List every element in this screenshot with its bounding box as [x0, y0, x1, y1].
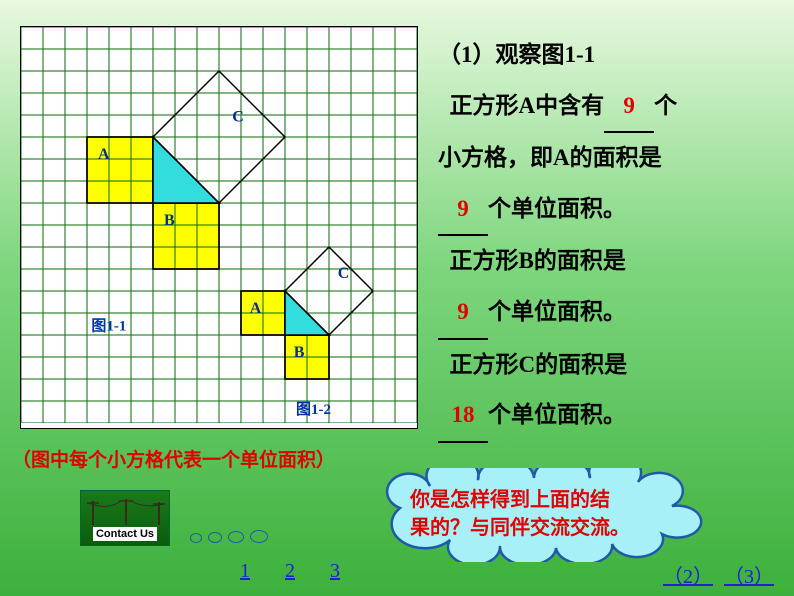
svg-text:A: A: [98, 146, 110, 163]
grid-figure: A B C A B C 图1-1 图1-2: [20, 26, 418, 429]
svg-text:B: B: [294, 344, 305, 361]
link-1[interactable]: 1: [240, 560, 250, 582]
answer-1: 9: [623, 93, 635, 118]
svg-text:C: C: [338, 265, 350, 282]
svg-text:图1-1: 图1-1: [91, 318, 126, 335]
cloud-text: 你是怎样得到上面的结 果的？与同伴交流交流。: [410, 486, 710, 542]
svg-text:C: C: [232, 109, 244, 126]
link-3[interactable]: 3: [330, 560, 340, 582]
link-2[interactable]: 2: [285, 560, 295, 582]
contact-label: Contact Us: [93, 527, 157, 541]
contact-us-button[interactable]: Contact Us: [80, 490, 170, 546]
cloud-callout: 你是怎样得到上面的结 果的？与同伴交流交流。: [350, 468, 750, 558]
link-r3[interactable]: （3）: [724, 566, 774, 588]
heading: （1）观察图1-1: [438, 30, 788, 81]
answer-2: 9: [457, 196, 469, 221]
page-links-left: 1 2 3: [240, 560, 370, 583]
answer-3: 9: [457, 299, 469, 324]
link-r2[interactable]: （2）: [663, 566, 713, 588]
svg-text:A: A: [250, 300, 262, 317]
svg-text:B: B: [164, 212, 175, 229]
thought-bubbles: [190, 530, 274, 548]
unit-note: （图中每个小方格代表一个单位面积）: [12, 445, 335, 472]
svg-text:图1-2: 图1-2: [296, 401, 331, 418]
problem-text: （1）观察图1-1 正方形A中含有9个 小方格，即A的面积是 9个单位面积。 正…: [438, 30, 788, 443]
page-links-right: （2） （3）: [657, 560, 774, 589]
answer-4: 18: [452, 402, 475, 427]
